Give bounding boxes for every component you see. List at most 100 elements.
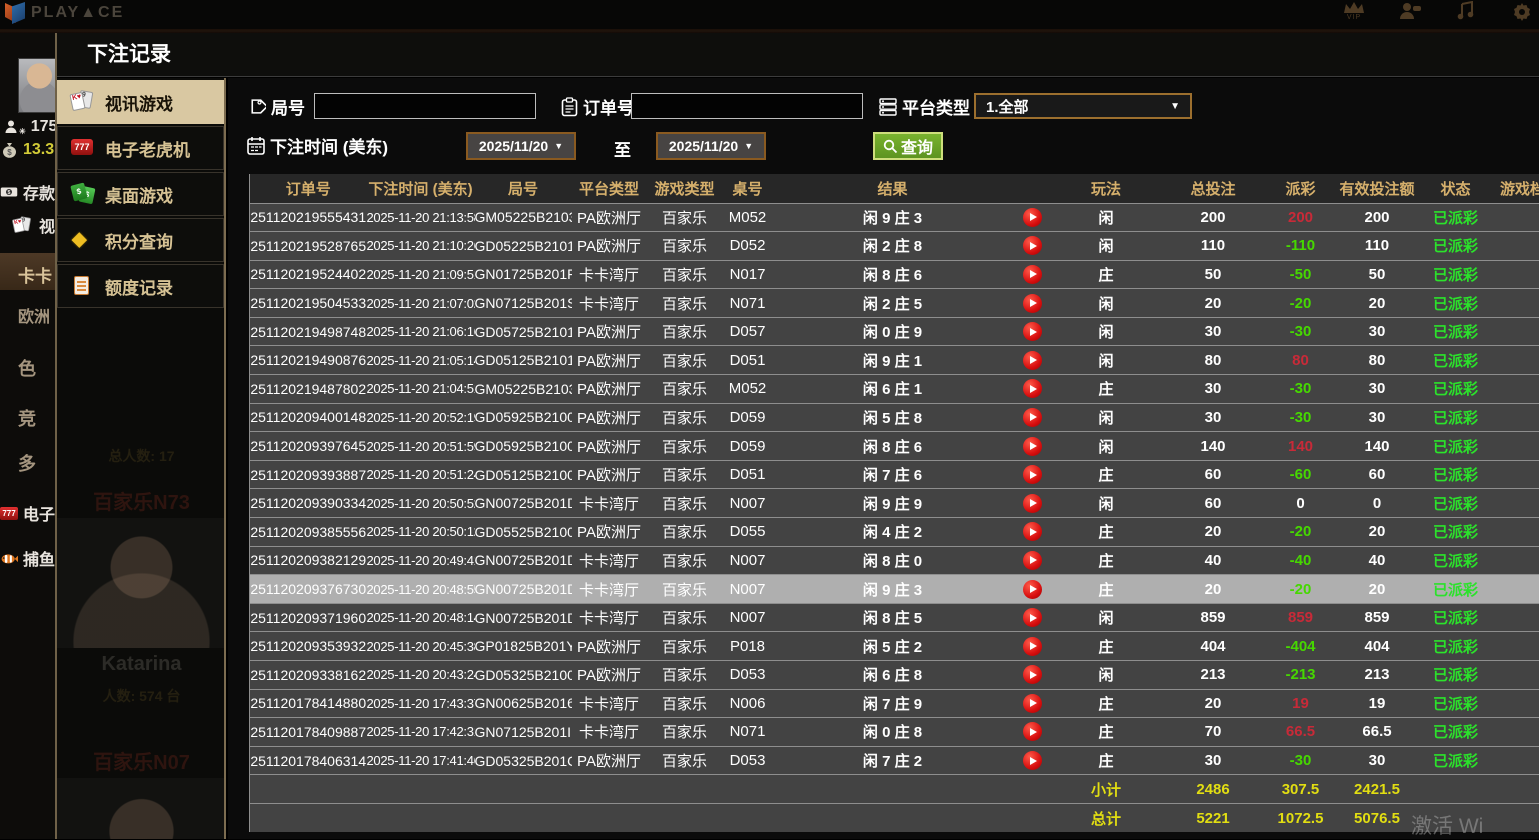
table-cell: 已派彩 (1420, 575, 1492, 604)
table-cell: 闲 (1053, 203, 1160, 232)
table-cell: 2025-11-20 20:49:41 (367, 546, 475, 575)
play-video-button[interactable] (1023, 522, 1042, 541)
table-cell: 百家乐 (647, 689, 723, 718)
column-header: 派彩 (1267, 174, 1335, 203)
top-bar: PLAY▲CE VIP (0, 0, 1539, 29)
user-avatar[interactable] (18, 58, 57, 113)
table-cell: 闲 0 庄 9 (773, 317, 1013, 346)
nav-slots[interactable]: 777 电子 (0, 501, 57, 525)
date-from-picker[interactable]: 2025/11/20 ▼ (466, 132, 576, 160)
play-video-button[interactable] (1023, 722, 1042, 741)
platform-type-select[interactable]: 1.全部 ▼ (974, 93, 1192, 119)
table-cell: 66.5 (1335, 718, 1420, 747)
play-video-button[interactable] (1023, 379, 1042, 398)
table-cell: -30 (1267, 375, 1335, 404)
play-video-button[interactable] (1023, 580, 1042, 599)
nav-europe-tab[interactable]: 欧洲 (18, 303, 57, 327)
play-video-button[interactable] (1023, 351, 1042, 370)
order-number-label-row: 订单号 (561, 93, 634, 120)
play-video-button[interactable] (1023, 465, 1042, 484)
play-video-button[interactable] (1023, 265, 1042, 284)
table-cell: 百家乐 (647, 603, 723, 632)
menu-item-points-query[interactable]: ◆ 积分查询 (57, 218, 224, 262)
table-cell: 251120209390334 (250, 489, 367, 518)
bet-time-label-row: 下注时间 (美东) (247, 132, 388, 159)
music-icon[interactable] (1451, 1, 1481, 21)
date-to-picker[interactable]: 2025/11/20 ▼ (656, 132, 766, 160)
table-cell: - (1492, 746, 1539, 775)
menu-item-quota-records[interactable]: 额度记录 (57, 264, 224, 308)
play-video-button[interactable] (1023, 208, 1042, 227)
play-video-button[interactable] (1023, 665, 1042, 684)
table-cell: 20 (1335, 518, 1420, 547)
order-number-input[interactable] (631, 93, 863, 119)
table-cell: 庄 (1053, 260, 1160, 289)
query-button[interactable]: 查询 (873, 132, 943, 160)
vip-icon[interactable]: VIP (1339, 1, 1369, 21)
modal-title-bar: 下注记录 (57, 33, 1539, 77)
table-cell (1013, 289, 1053, 318)
column-header: 有效投注额 (1335, 174, 1420, 203)
play-video-button[interactable] (1023, 608, 1042, 627)
play-video-button[interactable] (1023, 437, 1042, 456)
round-number-input[interactable] (314, 93, 536, 119)
nav-duo-tab[interactable]: 多 (18, 450, 57, 476)
chevron-down-icon: ▼ (554, 141, 563, 151)
menu-item-slots[interactable]: 777 电子老虎机 (57, 126, 224, 170)
play-video-button[interactable] (1023, 751, 1042, 770)
play-video-button[interactable] (1023, 408, 1042, 427)
table-cell: 卡卡湾厅 (572, 689, 647, 718)
nav-jing-tab[interactable]: 竞 (18, 405, 57, 431)
table-cell: 30 (1335, 746, 1420, 775)
table-cell: 庄 (1053, 718, 1160, 747)
table-cell: 闲 7 庄 6 (773, 460, 1013, 489)
menu-item-table-games[interactable]: $$ 桌面游戏 (57, 172, 224, 216)
nav-kaka-tab[interactable]: 卡卡 (18, 262, 57, 287)
play-video-button[interactable] (1023, 294, 1042, 313)
table-cell: D055 (723, 518, 773, 547)
deposit-button[interactable]: $ 存款 (0, 180, 57, 204)
settings-gear-icon[interactable] (1507, 1, 1537, 21)
nav-fishing[interactable]: 捕鱼 (0, 546, 57, 570)
table-cell: D051 (723, 346, 773, 375)
play-video-button[interactable] (1023, 551, 1042, 570)
play-icon (1030, 528, 1037, 536)
customer-service-icon[interactable] (1395, 1, 1425, 21)
table-cell: 30 (1335, 317, 1420, 346)
column-header: 桌号 (723, 174, 773, 203)
column-header: 状态 (1420, 174, 1492, 203)
nav-sedie-tab[interactable]: 色 (18, 355, 57, 381)
play-video-button[interactable] (1023, 236, 1042, 255)
play-video-button[interactable] (1023, 637, 1042, 656)
table-cell (1013, 375, 1053, 404)
play-video-button[interactable] (1023, 494, 1042, 513)
play-video-button[interactable] (1023, 322, 1042, 341)
play-video-button[interactable] (1023, 694, 1042, 713)
tag-icon (247, 97, 266, 116)
nav-jing-label: 竞 (18, 405, 36, 431)
table-cell: PA欧洲厅 (572, 632, 647, 661)
table-cell: 闲 4 庄 2 (773, 518, 1013, 547)
